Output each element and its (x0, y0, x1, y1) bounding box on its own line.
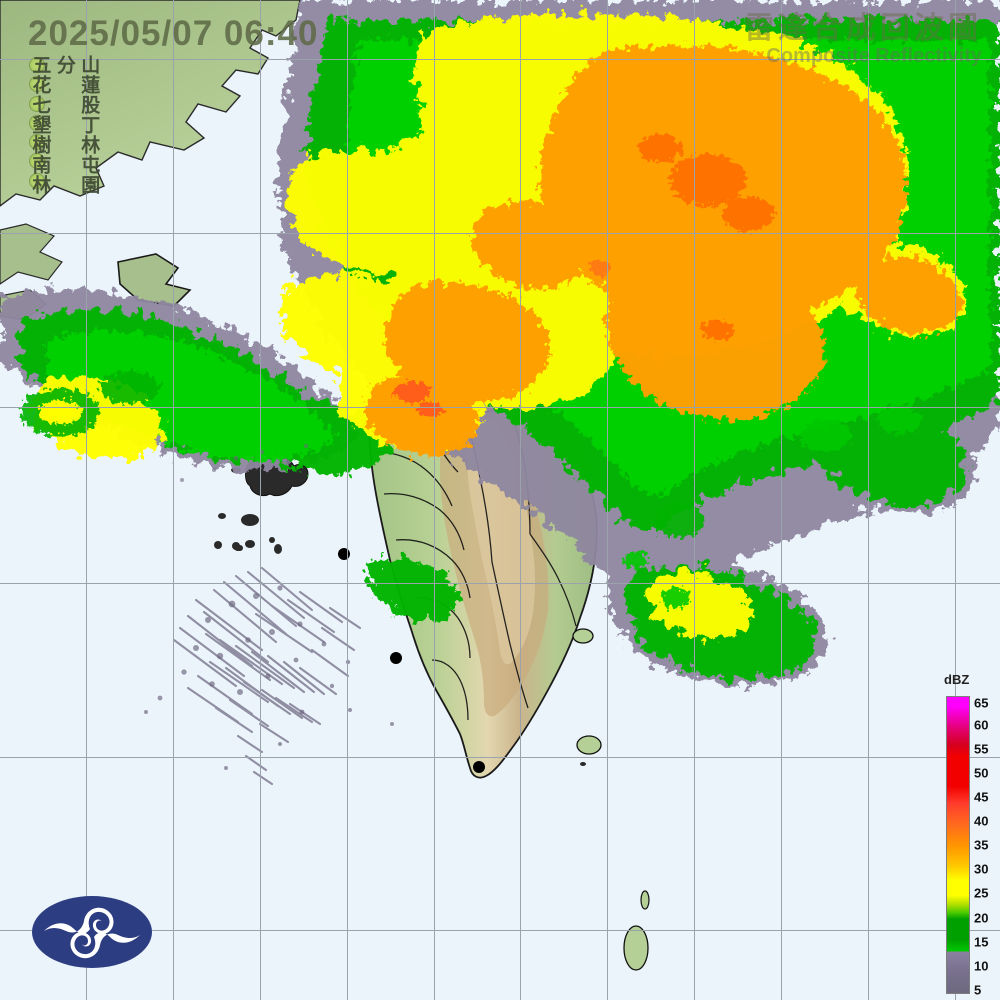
legend-tick: 25 (974, 885, 989, 901)
title-chinese: 雷達合成回波圖 (744, 12, 982, 45)
station-column-left: 五花七墾樹南林 (29, 55, 51, 195)
radar-station-bullets (29, 57, 45, 189)
station-bullet-icon[interactable] (29, 114, 45, 131)
station-bullet-icon[interactable] (29, 172, 45, 189)
radar-station-list: 山蓮股丁林屯園 分 五花七墾樹南林 (28, 55, 99, 195)
station-column-middle: 分 (53, 55, 75, 75)
echo-scattered-cells (20, 372, 922, 608)
radar-ground-clutter (172, 566, 362, 786)
station-bullet-icon[interactable] (29, 153, 45, 170)
mainland-coast-fragment (0, 223, 63, 285)
logo-wave-glyph (44, 907, 140, 959)
dbz-color-legend: dBZ 65 60 55 50 45 40 35 30 25 20 15 10 … (938, 672, 996, 998)
station-bullet-icon[interactable] (29, 95, 45, 112)
southern-island (623, 925, 649, 971)
orchid-island (576, 735, 602, 755)
station-bullet-icon[interactable] (29, 57, 45, 73)
southern-islet (640, 890, 650, 910)
legend-tick: 20 (974, 910, 989, 926)
legend-tick: 45 (974, 789, 989, 805)
legend-tick: 65 (974, 695, 989, 711)
legend-color-bar (946, 696, 970, 994)
legend-tick: 5 (974, 982, 982, 998)
cwa-logo[interactable] (30, 893, 154, 971)
legend-tick: 15 (974, 934, 989, 950)
logo-ellipse (32, 896, 152, 968)
echo-48-55-dbz (394, 134, 774, 418)
clutter-north (180, 444, 308, 482)
mainland-china-landmass (0, 0, 301, 207)
legend-tick: 10 (974, 958, 989, 974)
chart-title-block: 雷達合成回波圖 Composite Reflectivity (744, 12, 982, 67)
legend-tick: 40 (974, 813, 989, 829)
legend-gradient (947, 697, 969, 993)
legend-tick: 60 (974, 717, 989, 733)
station-bullet-icon[interactable] (29, 76, 45, 93)
legend-tick: 55 (974, 741, 989, 757)
title-english: Composite Reflectivity (766, 45, 982, 67)
radar-clutter-speckle (144, 585, 394, 770)
green-island (572, 628, 594, 644)
observation-timestamp: 2025/05/07 06:40 (28, 14, 319, 53)
station-bullet-icon[interactable] (29, 134, 45, 151)
legend-tick: 50 (974, 765, 989, 781)
legend-tick: 35 (974, 837, 989, 853)
offshore-island-cn (117, 253, 192, 307)
station-column-right: 山蓮股丁林屯園 (78, 55, 100, 195)
small-islet (580, 762, 586, 766)
legend-title: dBZ (944, 672, 970, 687)
legend-tick: 30 (974, 861, 989, 877)
